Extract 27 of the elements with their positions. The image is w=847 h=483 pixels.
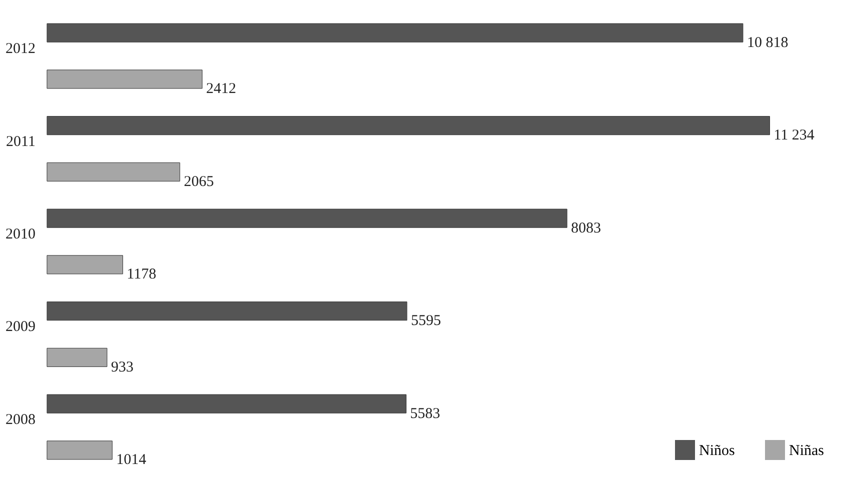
bar — [46, 116, 770, 136]
legend-label: Niños — [699, 443, 735, 459]
bar — [46, 302, 408, 321]
y-tick-label: 2011 — [6, 134, 36, 150]
bar — [46, 348, 108, 367]
bar — [46, 394, 406, 414]
data-label: 2412 — [206, 81, 236, 98]
bar — [46, 208, 568, 228]
bar — [46, 70, 202, 89]
y-tick-label: 2010 — [6, 226, 36, 242]
data-label: 5583 — [410, 406, 440, 422]
data-label: 11 234 — [774, 128, 815, 144]
bar — [46, 23, 744, 42]
bar — [46, 440, 112, 460]
bar — [46, 255, 124, 274]
data-label: 2065 — [184, 174, 214, 190]
data-label: 8083 — [571, 220, 602, 236]
y-tick-label: 2008 — [6, 412, 36, 428]
data-label: 5595 — [410, 313, 441, 330]
y-tick-label: 2012 — [6, 41, 36, 58]
data-label: 10 818 — [746, 34, 788, 51]
legend-label: Niñas — [789, 443, 824, 459]
data-label: 933 — [111, 359, 134, 376]
data-label: 1178 — [126, 266, 156, 283]
data-label: 1014 — [116, 452, 147, 468]
y-tick-label: 2009 — [6, 319, 36, 336]
bar — [46, 162, 180, 182]
